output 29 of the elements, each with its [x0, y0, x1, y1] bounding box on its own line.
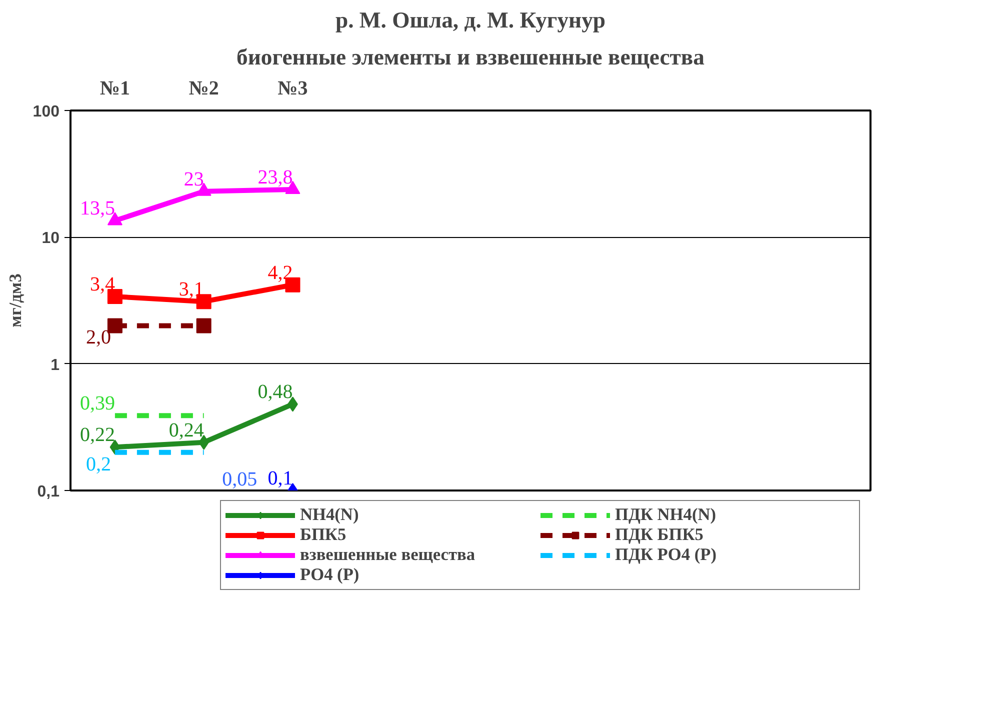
data-label: 23,8	[258, 166, 293, 188]
annotation: 0,05	[222, 468, 258, 490]
x-tick-label: №3	[278, 78, 308, 100]
y-tick-label: 1	[50, 356, 60, 374]
legend-label: ПДК NH4(N)	[615, 505, 718, 525]
chart-subtitle: биогенные элементы и взвешенные вещества	[236, 44, 705, 70]
y-tick-label: 100	[32, 104, 60, 120]
legend-label: взвешенные вещества	[300, 545, 476, 565]
legend-label: ПДК PO4 (P)	[615, 545, 718, 565]
y-tick-label: 10	[42, 230, 60, 248]
y-axis-title: мг/дм3	[6, 273, 25, 328]
x-tick-label: №2	[188, 78, 219, 100]
data-label: 0,1	[268, 468, 293, 490]
data-label: 0,48	[258, 381, 293, 404]
data-label: 0,22	[80, 424, 115, 446]
legend-label: NH4(N)	[300, 505, 360, 525]
data-label: 2,0	[86, 326, 111, 349]
data-label: 3,4	[90, 274, 115, 296]
data-label: 23	[184, 168, 204, 190]
x-tick-label: №1	[100, 78, 130, 100]
y-tick-label: 0,1	[37, 484, 60, 500]
legend-label: БПК5	[300, 525, 348, 545]
legend-label: ПДК БПК5	[615, 525, 704, 545]
data-label: 13,5	[80, 198, 115, 220]
legend-label: PO4 (P)	[300, 565, 360, 585]
data-label: 0,24	[168, 419, 204, 442]
data-label: 0,39	[80, 392, 115, 415]
data-label: 0,2	[86, 453, 111, 476]
chart-title: р. М. Ошла, д. М. Кугунур	[335, 8, 606, 32]
